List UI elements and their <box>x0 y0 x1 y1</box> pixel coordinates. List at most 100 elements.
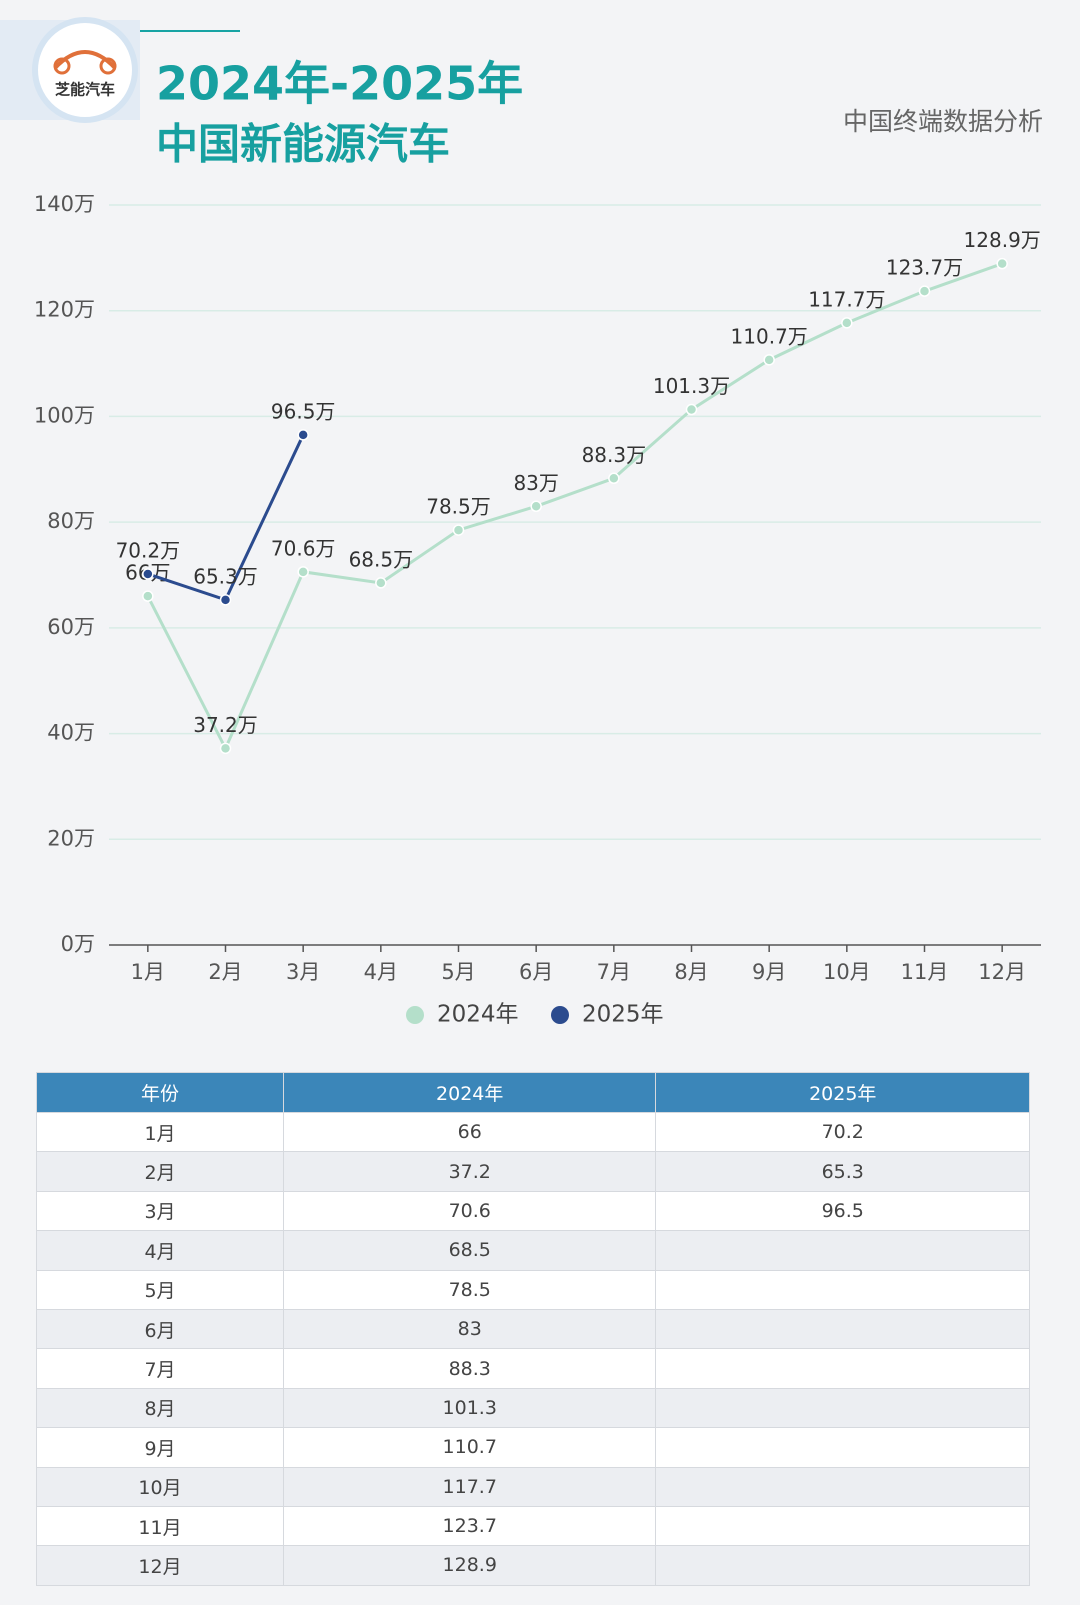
data-point <box>375 577 387 589</box>
table-cell: 123.7 <box>282 1505 657 1547</box>
y-tick-label: 20万 <box>47 826 95 850</box>
table-cell: 101.3 <box>282 1387 657 1429</box>
table-cell: 11月 <box>36 1505 284 1547</box>
subtitle: 中国终端数据分析 <box>843 107 1043 136</box>
data-point <box>763 354 775 366</box>
data-label: 110.7万 <box>731 324 808 348</box>
table-cell: 117.7 <box>282 1466 657 1507</box>
table-cell: 5月 <box>36 1269 284 1310</box>
data-label: 70.2万 <box>116 538 181 562</box>
table-row: 11月 123.7 <box>36 1505 1030 1547</box>
data-point <box>918 285 931 297</box>
data-label: 128.9万 <box>964 228 1041 252</box>
logo-wheel <box>53 57 71 75</box>
title: 2024年-2025年 <box>156 57 523 111</box>
table-cell: 7月 <box>36 1348 284 1389</box>
table-row: 8月 101.3 <box>36 1387 1030 1429</box>
x-tick-label: 6月 <box>519 960 553 984</box>
table-cell <box>655 1545 1030 1586</box>
table-cell: 96.5 <box>655 1190 1030 1232</box>
legend-label: 2024年 <box>437 1002 519 1028</box>
table-cell: 10月 <box>36 1466 284 1507</box>
table-row: 2月 37.2 65.3 <box>36 1151 1030 1192</box>
table-row: 7月 88.3 <box>36 1348 1030 1389</box>
data-table: 年份 2024年 2025年 1月 66 70.2 2月 37.2 65.3 3月 70.6 96.5… <box>36 1072 1030 1586</box>
data-label: 83万 <box>513 471 558 495</box>
table-cell: 37.2 <box>282 1151 657 1192</box>
table-cell: 1月 <box>36 1111 284 1153</box>
x-tick-label: 9月 <box>752 960 786 984</box>
data-point <box>297 566 309 578</box>
table-cell <box>655 1466 1030 1507</box>
table-row: 3月 70.6 96.5 <box>36 1190 1030 1232</box>
table-cell: 110.7 <box>282 1427 657 1468</box>
series-line <box>146 262 1003 752</box>
table-cell <box>655 1230 1030 1271</box>
data-label: 37.2万 <box>193 713 258 737</box>
y-tick-label: 60万 <box>47 615 95 639</box>
table-cell <box>655 1308 1030 1350</box>
y-tick-label: 140万 <box>34 192 95 216</box>
y-tick-label: 80万 <box>47 509 95 533</box>
y-tick-label: 100万 <box>34 403 95 427</box>
table-row: 4月 68.5 <box>36 1230 1030 1271</box>
table-row: 12月 128.9 <box>36 1545 1030 1586</box>
x-tick-label: 2月 <box>208 960 242 984</box>
x-tick-label: 5月 <box>441 960 475 984</box>
table-header: 年份 2024年 2025年 <box>36 1072 1030 1113</box>
chart: 芝能汽车 2024年-2025年 中国新能源汽车 中国终端数据分析 0万 20万 4… <box>0 17 1043 1028</box>
x-tick-label: 3月 <box>286 960 320 984</box>
table-cell: 128.9 <box>282 1545 657 1586</box>
table-row: 5月 78.5 <box>36 1269 1030 1310</box>
table-row: 1月 66 70.2 <box>36 1111 1030 1153</box>
table-cell: 70.6 <box>282 1190 657 1232</box>
table-cell <box>655 1348 1030 1389</box>
table-cell <box>655 1427 1030 1468</box>
data-point <box>685 403 698 416</box>
table-cell <box>655 1505 1030 1547</box>
table-cell: 2月 <box>36 1151 284 1192</box>
y-tick-label: 120万 <box>34 298 95 322</box>
table-cell: 83 <box>282 1308 657 1350</box>
data-point <box>452 524 465 536</box>
data-label: 78.5万 <box>426 495 491 519</box>
table-row: 10月 117.7 <box>36 1466 1030 1507</box>
data-label: 65.3万 <box>193 564 258 588</box>
table-row: 9月 110.7 <box>36 1427 1030 1468</box>
legend-label: 2025年 <box>582 1002 664 1028</box>
data-point <box>608 472 620 485</box>
table-cell: 70.2 <box>655 1111 1030 1153</box>
table-cell: 9月 <box>36 1427 284 1468</box>
x-tick-label: 11月 <box>901 960 949 984</box>
table-cell: 78.5 <box>282 1269 657 1310</box>
data-label: 70.6万 <box>271 536 336 560</box>
legend-swatch <box>551 1006 569 1024</box>
logo-text: 芝能汽车 <box>55 81 115 99</box>
data-point <box>142 568 154 580</box>
logo-car <box>53 50 117 70</box>
y-tick-label: 0万 <box>61 932 95 956</box>
data-point <box>996 257 1008 270</box>
data-point <box>219 742 232 755</box>
header-cell: 2025年 <box>655 1072 1030 1113</box>
x-tick-label: 8月 <box>674 960 708 984</box>
title: 中国新能源汽车 <box>156 120 450 169</box>
data-label: 68.5万 <box>349 547 414 571</box>
x-tick-label: 4月 <box>364 960 398 984</box>
data-point <box>297 429 309 441</box>
header-cell: 年份 <box>36 1072 284 1113</box>
data-point <box>530 500 542 513</box>
logo-wheel <box>99 57 117 75</box>
data-label: 123.7万 <box>886 256 963 280</box>
data-label: 117.7万 <box>808 287 885 311</box>
table-cell: 8月 <box>36 1387 284 1429</box>
data-label: 101.3万 <box>653 374 730 398</box>
table-cell: 65.3 <box>655 1151 1030 1192</box>
y-tick-label: 40万 <box>47 721 95 745</box>
data-label: 88.3万 <box>582 443 647 467</box>
x-tick-label: 1月 <box>131 960 165 984</box>
table-cell: 12月 <box>36 1545 284 1586</box>
x-tick-label: 12月 <box>978 960 1026 984</box>
legend-swatch <box>406 1006 424 1024</box>
